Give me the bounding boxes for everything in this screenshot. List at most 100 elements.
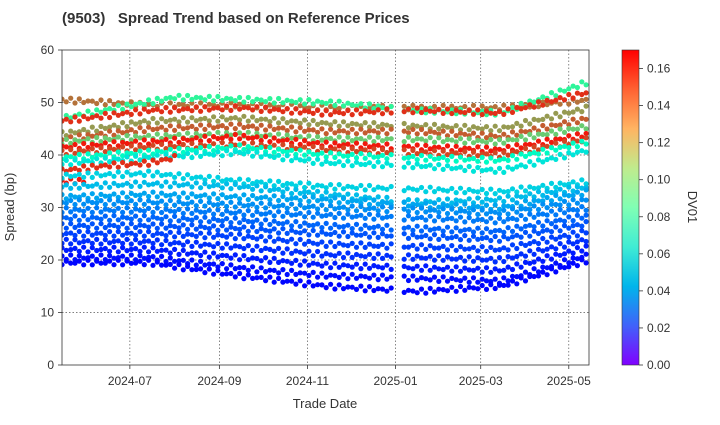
data-point: [496, 238, 503, 244]
data-point: [483, 235, 490, 241]
data-point: [505, 193, 511, 199]
data-point: [232, 266, 238, 272]
data-point: [241, 151, 247, 157]
data-point: [85, 238, 91, 244]
data-point: [501, 275, 507, 281]
data-point: [496, 206, 503, 212]
data-point: [427, 243, 433, 249]
data-point: [189, 217, 195, 223]
data-point: [267, 132, 273, 138]
data-point: [141, 238, 147, 244]
data-point: [111, 156, 117, 162]
x-tick-label: 2024-09: [197, 374, 241, 388]
data-point: [211, 114, 217, 120]
data-point: [306, 97, 312, 103]
data-point: [336, 105, 342, 112]
data-point: [85, 257, 91, 263]
data-point: [488, 244, 494, 250]
data-point: [501, 140, 507, 146]
data-point: [561, 210, 568, 216]
data-point: [159, 262, 165, 268]
data-point: [431, 109, 438, 115]
data-point: [522, 105, 529, 111]
data-point: [198, 230, 204, 236]
data-point: [535, 117, 542, 123]
data-point: [579, 215, 585, 221]
data-point: [405, 213, 412, 219]
data-point: [388, 213, 394, 219]
data-point: [193, 266, 199, 273]
data-point: [250, 201, 256, 207]
data-point: [436, 204, 442, 210]
data-point: [98, 230, 104, 236]
data-point: [81, 233, 87, 239]
data-point: [518, 251, 524, 257]
data-point: [315, 156, 321, 162]
data-point: [263, 255, 269, 261]
data-point: [302, 205, 308, 211]
data-point: [505, 211, 511, 217]
data-point: [245, 129, 251, 135]
data-point: [479, 282, 485, 289]
data-point: [509, 215, 516, 221]
data-point: [583, 149, 589, 155]
data-point: [232, 193, 238, 199]
data-point: [535, 246, 542, 252]
data-point: [514, 105, 520, 111]
colorbar-tick-label: 0.02: [647, 321, 671, 335]
data-point: [111, 208, 117, 214]
data-point: [423, 200, 429, 206]
data-point: [544, 246, 550, 252]
data-point: [401, 206, 407, 212]
data-point: [202, 209, 208, 215]
data-point: [284, 205, 290, 211]
data-point: [128, 127, 134, 133]
data-point: [163, 156, 169, 162]
data-point: [514, 223, 520, 229]
data-point: [349, 163, 355, 169]
series-22: [62, 251, 589, 286]
data-point: [159, 141, 165, 147]
data-point: [284, 137, 290, 143]
data-point: [306, 198, 312, 204]
data-point: [81, 222, 87, 228]
data-point: [98, 130, 104, 136]
data-point: [514, 164, 520, 170]
data-point: [388, 126, 394, 132]
data-point: [358, 212, 364, 218]
data-point: [94, 215, 100, 221]
data-point: [289, 250, 295, 256]
y-tick-label: 20: [41, 253, 55, 267]
data-point: [72, 141, 78, 148]
data-point: [176, 123, 182, 129]
data-point: [475, 107, 481, 113]
data-point: [566, 234, 572, 240]
data-point: [566, 193, 572, 199]
data-point: [81, 238, 87, 245]
data-point: [514, 209, 520, 215]
data-point: [198, 108, 204, 114]
data-point: [483, 159, 490, 165]
data-point: [180, 210, 186, 216]
data-point: [414, 136, 420, 142]
data-point: [574, 233, 581, 239]
data-point: [180, 126, 186, 132]
data-point: [254, 217, 260, 223]
data-point: [180, 182, 186, 188]
data-point: [353, 155, 360, 161]
data-point: [583, 243, 589, 249]
data-point: [172, 234, 178, 240]
data-point: [206, 101, 212, 107]
data-point: [159, 157, 165, 163]
data-point: [107, 170, 113, 177]
data-point: [418, 242, 425, 248]
data-point: [328, 122, 334, 128]
data-point: [228, 220, 234, 226]
data-point: [159, 253, 165, 259]
data-point: [154, 200, 160, 206]
data-point: [483, 265, 490, 271]
data-point: [423, 149, 429, 155]
data-point: [284, 180, 290, 187]
data-point: [62, 161, 65, 167]
data-point: [146, 120, 152, 126]
